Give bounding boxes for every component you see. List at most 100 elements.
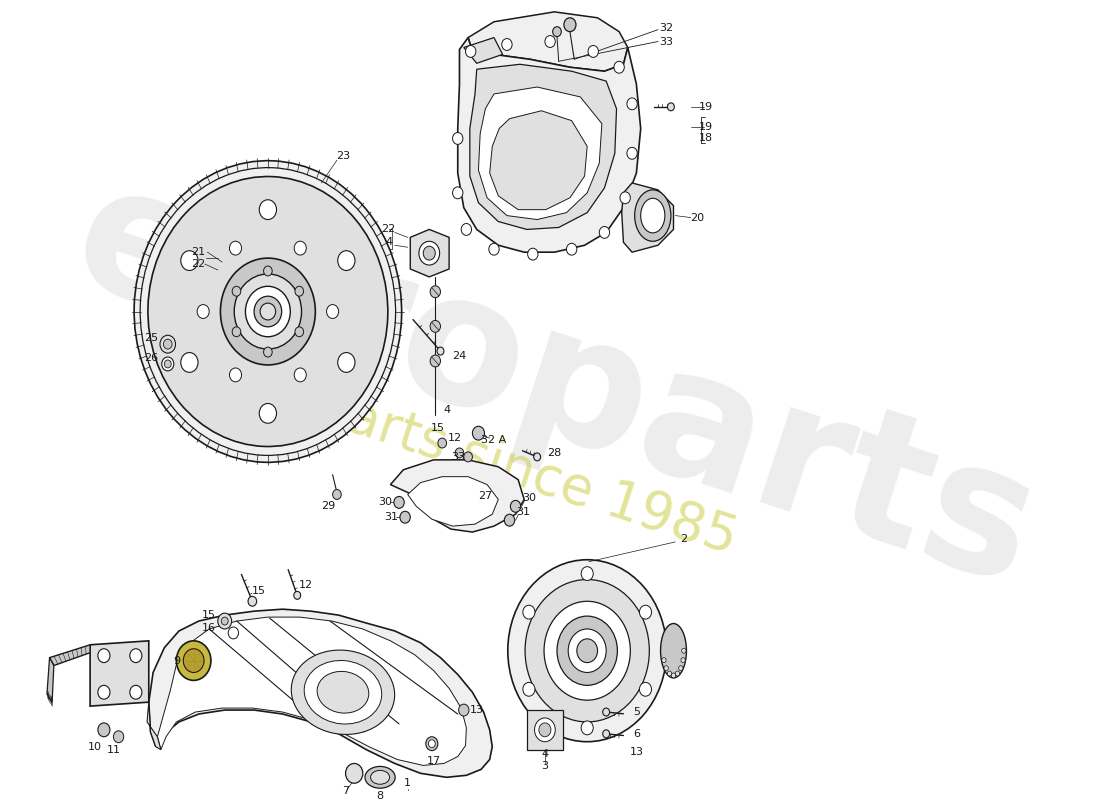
Text: 20: 20 — [690, 213, 704, 222]
Ellipse shape — [220, 258, 316, 365]
Circle shape — [424, 246, 436, 260]
Ellipse shape — [147, 177, 388, 446]
Ellipse shape — [245, 286, 290, 337]
Circle shape — [180, 250, 198, 270]
Text: 4: 4 — [443, 406, 450, 415]
Circle shape — [535, 718, 556, 742]
Ellipse shape — [260, 303, 276, 320]
Text: 10: 10 — [88, 742, 102, 752]
Text: 22: 22 — [190, 259, 205, 269]
Circle shape — [679, 666, 683, 670]
Circle shape — [581, 721, 593, 734]
Text: 15: 15 — [431, 423, 444, 434]
Circle shape — [264, 266, 272, 276]
Text: 30: 30 — [522, 494, 537, 503]
Text: 29: 29 — [321, 502, 336, 511]
Circle shape — [614, 62, 625, 73]
Ellipse shape — [371, 770, 389, 784]
Circle shape — [260, 403, 276, 423]
Circle shape — [465, 46, 476, 58]
Polygon shape — [458, 38, 640, 252]
Polygon shape — [47, 658, 54, 702]
Text: 12: 12 — [448, 433, 462, 443]
Circle shape — [455, 448, 464, 458]
Text: 33: 33 — [451, 452, 464, 462]
Text: 27: 27 — [478, 491, 493, 502]
Circle shape — [528, 248, 538, 260]
Circle shape — [113, 731, 124, 742]
Circle shape — [338, 353, 355, 372]
Circle shape — [564, 18, 576, 32]
Circle shape — [552, 26, 561, 37]
Circle shape — [508, 560, 667, 742]
Text: 15: 15 — [252, 586, 266, 596]
Text: 31: 31 — [516, 507, 530, 518]
Circle shape — [459, 704, 469, 716]
Ellipse shape — [305, 661, 382, 724]
Text: 7: 7 — [342, 786, 349, 796]
Text: 15: 15 — [202, 610, 217, 620]
Polygon shape — [490, 110, 587, 210]
Text: 18: 18 — [698, 134, 713, 143]
Circle shape — [603, 708, 609, 716]
Text: 28: 28 — [548, 448, 561, 458]
Text: 32 A: 32 A — [482, 435, 507, 445]
Circle shape — [664, 666, 669, 670]
Text: europarts: europarts — [53, 148, 1056, 623]
Circle shape — [419, 242, 440, 265]
Circle shape — [681, 658, 685, 662]
Circle shape — [98, 723, 110, 737]
Circle shape — [675, 671, 680, 676]
Ellipse shape — [640, 198, 664, 233]
Circle shape — [232, 327, 241, 337]
Text: 22: 22 — [382, 225, 396, 234]
Circle shape — [534, 453, 540, 461]
Text: 21: 21 — [190, 247, 205, 257]
Text: 32: 32 — [660, 22, 673, 33]
Circle shape — [452, 133, 463, 144]
Text: 5: 5 — [632, 707, 640, 717]
Text: a parts since 1985: a parts since 1985 — [262, 365, 744, 565]
Circle shape — [345, 763, 363, 783]
Circle shape — [504, 514, 515, 526]
Circle shape — [668, 103, 674, 110]
Text: 11: 11 — [108, 745, 121, 754]
Circle shape — [671, 673, 675, 678]
Circle shape — [130, 649, 142, 662]
Polygon shape — [147, 702, 161, 750]
Circle shape — [327, 305, 339, 318]
Text: 33: 33 — [660, 37, 673, 46]
Circle shape — [438, 438, 447, 448]
Circle shape — [295, 286, 304, 296]
Circle shape — [639, 606, 651, 619]
Polygon shape — [50, 645, 90, 666]
Ellipse shape — [134, 161, 402, 462]
Circle shape — [197, 305, 209, 318]
Circle shape — [472, 426, 484, 440]
Circle shape — [176, 641, 211, 680]
Circle shape — [566, 243, 576, 255]
Text: 3: 3 — [541, 762, 549, 771]
Polygon shape — [478, 87, 602, 219]
Text: 19: 19 — [698, 122, 713, 131]
Circle shape — [510, 501, 520, 512]
Circle shape — [221, 617, 228, 625]
Ellipse shape — [317, 671, 368, 713]
Text: 30: 30 — [378, 498, 393, 507]
Circle shape — [295, 327, 304, 337]
Text: 13: 13 — [470, 705, 484, 715]
Circle shape — [502, 38, 513, 50]
Circle shape — [400, 511, 410, 523]
Text: 24: 24 — [452, 351, 466, 361]
Circle shape — [98, 686, 110, 699]
Circle shape — [264, 347, 272, 357]
Circle shape — [180, 353, 198, 372]
Text: 13: 13 — [629, 746, 644, 757]
Circle shape — [539, 723, 551, 737]
Circle shape — [98, 649, 110, 662]
Circle shape — [160, 335, 176, 353]
Circle shape — [488, 243, 499, 255]
Circle shape — [332, 490, 341, 499]
Ellipse shape — [234, 274, 301, 349]
Circle shape — [461, 223, 472, 235]
